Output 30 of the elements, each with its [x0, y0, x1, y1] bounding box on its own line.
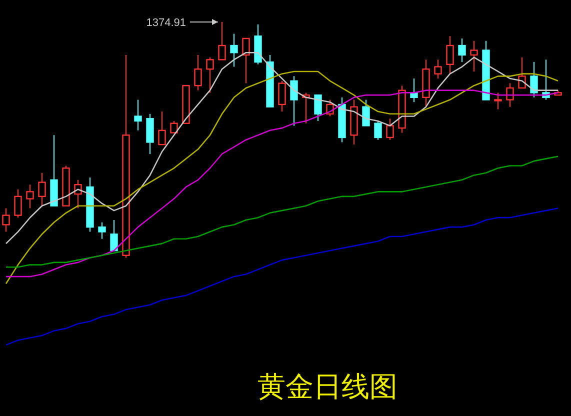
candlestick	[374, 120, 382, 140]
candlestick	[134, 99, 142, 131]
text: 黄金日线图	[256, 369, 398, 405]
candlestick	[170, 120, 178, 134]
candlestick	[230, 33, 238, 68]
candlestick	[218, 21, 226, 60]
candlestick	[518, 56, 526, 89]
candlestick	[206, 56, 214, 94]
candlestick	[98, 222, 106, 240]
candlestick	[158, 111, 166, 146]
candlestick	[26, 184, 34, 209]
candlestick	[362, 99, 370, 126]
candlestick	[242, 38, 250, 84]
candlestick	[278, 80, 286, 112]
candlestick	[506, 82, 514, 108]
candlestick	[146, 113, 154, 154]
candlestick	[194, 54, 202, 91]
candlestick	[458, 38, 466, 63]
candlestick	[14, 188, 22, 218]
candlestick	[530, 62, 538, 98]
candlestick	[446, 36, 454, 74]
candlestick	[314, 94, 322, 122]
candlestick	[38, 172, 46, 206]
candlestick	[434, 59, 442, 80]
candlestick	[386, 118, 394, 140]
candlestick	[470, 40, 478, 72]
candlestick	[290, 76, 298, 126]
candlestick	[110, 219, 118, 252]
candlestick	[494, 92, 502, 110]
annotation: 1374.91	[146, 16, 186, 29]
